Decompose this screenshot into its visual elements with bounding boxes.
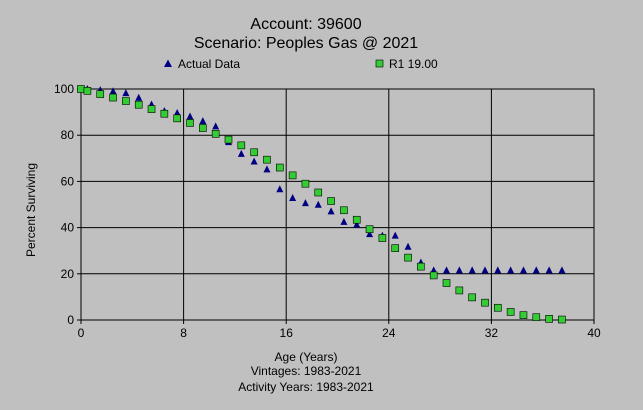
point-r1-19-00: [404, 253, 412, 262]
y-tick-label: 20: [61, 267, 75, 281]
point-r1-19-00: [224, 135, 233, 144]
point-actual-data: [301, 199, 309, 207]
point-r1-19-00: [186, 119, 194, 127]
point-r1-19-00: [250, 148, 258, 157]
y-tick-label: 80: [61, 128, 75, 142]
point-actual-data: [212, 122, 220, 130]
point-r1-19-00: [417, 262, 425, 271]
point-actual-data: [289, 194, 297, 202]
point-r1-19-00: [314, 188, 323, 197]
point-r1-19-00: [429, 271, 438, 280]
x-tick-label: 24: [382, 326, 396, 340]
point-r1-19-00: [147, 105, 156, 113]
point-actual-data: [468, 266, 476, 274]
point-r1-19-00: [211, 130, 220, 138]
chart-title: Account: 39600: [250, 16, 361, 33]
point-r1-19-00: [391, 244, 400, 252]
point-r1-19-00: [134, 100, 143, 109]
point-r1-19-00: [109, 93, 117, 102]
point-actual-data: [430, 266, 438, 274]
x-tick-label: 8: [180, 326, 187, 340]
point-r1-19-00: [455, 286, 464, 295]
point-r1-19-00: [545, 315, 553, 323]
x-tick-label: 32: [485, 326, 499, 340]
point-actual-data: [404, 242, 412, 250]
point-r1-19-00: [352, 215, 361, 224]
point-actual-data: [532, 266, 540, 274]
point-r1-19-00: [160, 109, 169, 118]
footer-vintages: Vintages: 1983-2021: [251, 364, 362, 378]
y-tick-label: 100: [54, 82, 74, 96]
point-actual-data: [199, 117, 207, 125]
point-r1-19-00: [532, 313, 541, 322]
point-actual-data: [109, 87, 117, 95]
legend-label-r1: R1 19.00: [389, 57, 438, 71]
point-r1-19-00: [288, 171, 297, 180]
point-r1-19-00: [96, 90, 105, 98]
point-r1-19-00: [481, 298, 489, 307]
footer-activity-years: Activity Years: 1983-2021: [238, 380, 374, 394]
point-actual-data: [186, 112, 194, 120]
point-r1-19-00: [340, 206, 348, 215]
point-actual-data: [391, 231, 399, 239]
point-actual-data: [173, 109, 181, 117]
point-r1-19-00: [506, 308, 515, 316]
point-r1-19-00: [199, 124, 207, 132]
point-actual-data: [545, 266, 553, 274]
point-r1-19-00: [275, 163, 284, 172]
point-actual-data: [558, 266, 566, 274]
chart-subtitle: Scenario: Peoples Gas @ 2021: [194, 35, 418, 52]
x-tick-label: 40: [587, 326, 601, 340]
point-r1-19-00: [237, 141, 246, 150]
point-r1-19-00: [378, 234, 387, 242]
y-axis-label: Percent Surviving: [24, 163, 38, 257]
point-r1-19-00: [468, 293, 476, 302]
point-r1-19-00: [442, 279, 451, 287]
point-actual-data: [237, 149, 245, 157]
data-marks: [77, 85, 566, 324]
point-actual-data: [327, 207, 335, 215]
point-r1-19-00: [558, 315, 566, 324]
point-r1-19-00: [519, 311, 528, 319]
point-actual-data: [135, 93, 143, 101]
legend: Actual Data R1 19.00: [164, 57, 438, 71]
point-r1-19-00: [327, 197, 335, 205]
point-actual-data: [455, 266, 463, 274]
point-r1-19-00: [365, 225, 374, 234]
point-actual-data: [443, 266, 451, 274]
legend-label-actual-data: Actual Data: [178, 57, 240, 71]
legend-marker-r1: [375, 59, 384, 68]
point-actual-data: [250, 157, 258, 165]
point-actual-data: [276, 185, 284, 193]
y-tick-label: 60: [61, 174, 75, 188]
point-r1-19-00: [263, 155, 271, 164]
grid: [81, 89, 594, 320]
point-actual-data: [122, 89, 130, 97]
y-tick-label: 0: [67, 313, 74, 327]
point-actual-data: [507, 266, 515, 274]
y-tick-label: 40: [61, 221, 75, 235]
point-actual-data: [263, 165, 271, 173]
point-r1-19-00: [494, 303, 502, 312]
x-axis-label: Age (Years): [275, 350, 338, 364]
x-tick-label: 16: [280, 326, 294, 340]
legend-marker-actual-data: [164, 59, 172, 67]
point-r1-19-00: [83, 87, 92, 95]
point-actual-data: [366, 230, 374, 238]
point-actual-data: [519, 266, 527, 274]
point-r1-19-00: [301, 179, 310, 188]
plot-area: [80, 88, 595, 321]
point-actual-data: [481, 266, 489, 274]
x-tick-label: 0: [78, 326, 85, 340]
point-r1-19-00: [122, 97, 130, 105]
point-r1-19-00: [173, 114, 181, 123]
point-actual-data: [314, 200, 322, 208]
point-r1-19-00: [77, 85, 85, 93]
point-actual-data: [353, 220, 361, 228]
point-actual-data: [494, 266, 502, 274]
point-actual-data: [340, 217, 348, 225]
axes: 0 8 16 24 32 40 0 20 40 60 80 100: [54, 82, 601, 340]
